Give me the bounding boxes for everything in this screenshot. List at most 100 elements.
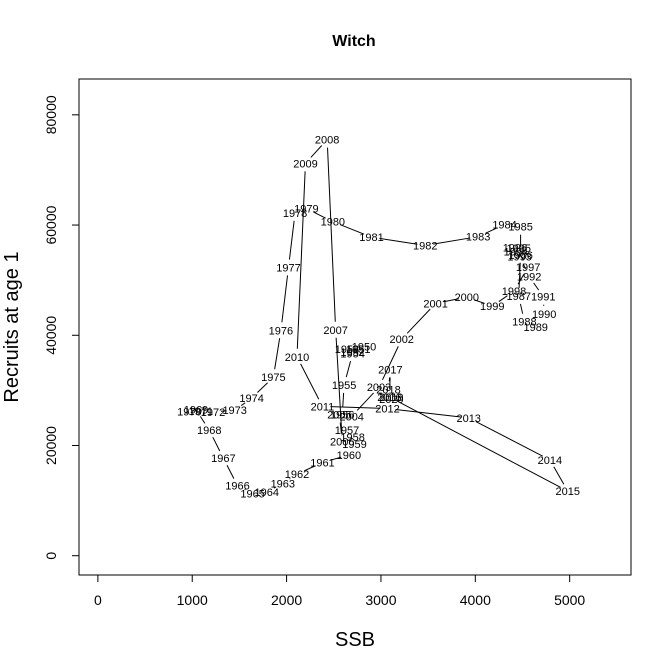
point-label: 2011 <box>311 401 335 413</box>
series-segment <box>274 338 281 370</box>
point-label: 1964 <box>255 487 279 499</box>
point-label: 2000 <box>455 292 479 304</box>
series-segment <box>553 466 565 485</box>
point-label: 2002 <box>389 334 413 346</box>
point-label: 2005 <box>327 410 351 422</box>
series-segment <box>300 363 320 400</box>
point-label: 2016 <box>377 392 401 404</box>
series-segment <box>485 227 498 234</box>
point-label: 1960 <box>337 450 361 462</box>
point-label: 1985 <box>508 222 532 234</box>
point-label: 1989 <box>523 322 547 334</box>
point-label: 2014 <box>538 455 562 467</box>
point-label: 1995 <box>506 243 530 255</box>
point-label: 1991 <box>531 292 555 304</box>
point-label: 1988 <box>512 316 536 328</box>
point-label: 1996 <box>503 243 527 255</box>
series-segment <box>379 237 418 245</box>
point-label: 1981 <box>359 232 383 244</box>
chart-title: Witch <box>332 33 375 50</box>
point-label: 1990 <box>532 309 556 321</box>
series-segment <box>281 275 289 323</box>
series-segment <box>396 400 561 488</box>
x-axis-title: SSB <box>335 629 375 651</box>
y-tick-label: 60000 <box>43 205 59 244</box>
series-segment <box>406 308 431 334</box>
point-label: 2003 <box>367 382 391 394</box>
series-segment <box>288 220 295 260</box>
series-segment <box>296 171 306 349</box>
series-segment <box>340 224 365 235</box>
series-segment <box>273 486 276 489</box>
series-segment <box>226 465 235 479</box>
point-label: 1974 <box>239 393 263 405</box>
series-segment <box>474 299 485 304</box>
point-label: 2015 <box>556 486 580 498</box>
series-segment <box>199 416 206 424</box>
y-tick-label: 40000 <box>43 316 59 355</box>
point-label: 1952 <box>340 347 364 359</box>
series-segment <box>519 253 525 261</box>
point-label: 2006 <box>330 437 354 449</box>
point-label: 1959 <box>342 439 366 451</box>
point-label: 2008 <box>315 135 339 147</box>
point-label: 2017 <box>378 364 402 376</box>
y-tick-label: 80000 <box>43 95 59 134</box>
series-segment <box>330 406 380 409</box>
y-tick-label: 0 <box>43 552 59 560</box>
point-label: 1975 <box>261 372 285 384</box>
series-segment <box>289 478 291 480</box>
series-segment <box>498 295 508 302</box>
series-segment <box>240 402 246 406</box>
point-label: 1977 <box>276 262 300 274</box>
x-axis: 0 1000 2000 3000 4000 5000 <box>94 575 585 608</box>
series-segment <box>310 145 323 158</box>
point-label: 1997 <box>516 262 540 274</box>
point-label: 1986 <box>508 250 532 262</box>
series-segment <box>304 465 316 472</box>
point-label: 2013 <box>456 413 480 425</box>
point-label: 1973 <box>222 405 246 417</box>
point-label: 1992 <box>517 271 541 283</box>
point-label: 2009 <box>293 158 317 170</box>
x-tick-label: 1000 <box>177 592 208 608</box>
point-label: 1987 <box>506 291 530 303</box>
point-label: 2007 <box>323 325 347 337</box>
point-label: 2010 <box>285 352 309 364</box>
point-label: 1954 <box>340 348 364 360</box>
point-label: 1950 <box>352 341 376 353</box>
point-label: 2001 <box>423 298 447 310</box>
point-label: 1967 <box>211 453 235 465</box>
point-label: 2018 <box>376 384 400 396</box>
series-segment <box>342 392 345 407</box>
series-segment <box>443 298 460 303</box>
point-label: 1955 <box>332 380 356 392</box>
point-label: 1971 <box>188 406 212 418</box>
point-label: 1976 <box>269 325 293 337</box>
plot-frame <box>78 78 632 576</box>
series-segment <box>382 346 399 381</box>
point-label: 1980 <box>321 217 345 229</box>
point-label: 1982 <box>413 240 437 252</box>
series-segment <box>335 337 343 434</box>
series-segment <box>517 273 525 285</box>
point-label: 1999 <box>480 301 504 313</box>
point-label: 1956 <box>330 410 354 422</box>
x-tick-label: 3000 <box>365 592 396 608</box>
point-label: 1957 <box>335 425 359 437</box>
y-axis: 0 20000 40000 60000 80000 <box>43 95 79 560</box>
point-label: 1953 <box>335 344 359 356</box>
point-label: 1972 <box>201 407 225 419</box>
point-label: 1998 <box>502 286 526 298</box>
point-label: 2012 <box>375 404 399 416</box>
point-label: 1993 <box>507 251 531 263</box>
point-label: 1979 <box>294 204 318 216</box>
series-segment <box>475 421 543 457</box>
x-tick-label: 5000 <box>554 592 585 608</box>
series-segment <box>518 262 521 289</box>
series-segment <box>345 361 352 378</box>
point-label: 1994 <box>504 246 528 258</box>
point-label: 1962 <box>285 469 309 481</box>
